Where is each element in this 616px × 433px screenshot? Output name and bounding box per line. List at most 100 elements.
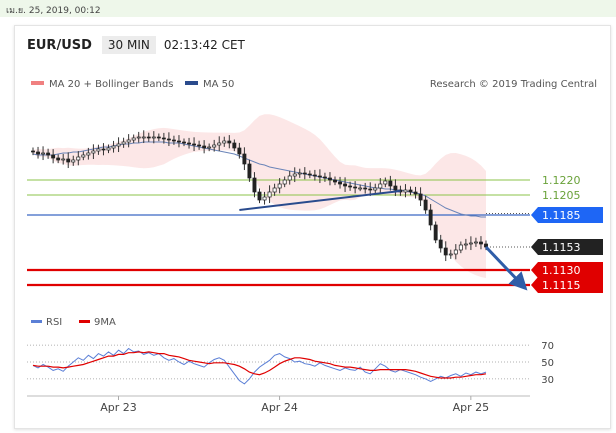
price-tags: 1.1220 1.1205 1.1185 1.1153 1.1130 1.1115 — [531, 174, 603, 293]
candle-body — [479, 241, 483, 245]
candle-body — [277, 183, 282, 189]
candle-body — [252, 177, 257, 193]
x-axis-ticks: Apr 23 Apr 24 Apr 25 — [100, 396, 489, 414]
price-tag-1.1185-bg — [531, 207, 603, 223]
candle-body — [473, 241, 478, 244]
candle-body — [41, 152, 46, 155]
candle-body — [131, 137, 136, 141]
date-text: เม.ย. 25, 2019, 00:12 — [6, 6, 101, 16]
candle-body — [247, 163, 252, 179]
price-tag-1.1153-bg — [531, 239, 603, 255]
candle-body — [388, 180, 393, 187]
candle-body — [192, 143, 197, 146]
candle-body — [413, 191, 418, 195]
ma9-legend-swatch — [79, 320, 90, 323]
candle-body — [393, 185, 398, 191]
ma50-legend-label: MA 50 — [203, 79, 234, 90]
candle-body — [86, 152, 91, 156]
candle-body — [61, 158, 66, 161]
candle-body — [182, 141, 186, 144]
candle-body — [111, 145, 116, 149]
candle-body — [458, 244, 463, 251]
rsi-line — [32, 347, 487, 385]
candle-body — [91, 150, 96, 154]
candle-body — [262, 196, 267, 201]
price-tag-1.1185: 1.1185 — [542, 209, 581, 222]
candle-body — [166, 138, 171, 141]
candle-body — [297, 172, 302, 175]
candle-body — [36, 151, 40, 155]
credit-label: Research © 2019 Trading Central — [430, 79, 597, 90]
candle-body — [76, 156, 81, 161]
candle-body — [428, 209, 433, 226]
rsi-level-label-70: 70 — [541, 341, 554, 352]
candle-body — [317, 175, 322, 178]
rsi-legend-swatch — [31, 320, 42, 323]
bollinger-band-fill — [33, 114, 486, 279]
ma9-legend-label: 9MA — [94, 317, 116, 328]
candle-body — [373, 187, 378, 191]
rsi-legend-label: RSI — [46, 317, 62, 328]
candle-body — [202, 145, 207, 149]
bollinger-band — [33, 114, 486, 279]
candle-body — [146, 136, 151, 139]
candle-body — [242, 153, 247, 165]
candle-body — [443, 247, 448, 256]
price-tag-1.1115: 1.1115 — [542, 279, 581, 292]
candle-body — [257, 191, 262, 201]
candle-body — [51, 154, 56, 159]
candle-body — [307, 173, 312, 176]
candle-body — [101, 148, 106, 151]
candle-body — [207, 146, 212, 149]
candle-body — [217, 142, 222, 146]
projection-arrow — [484, 245, 528, 291]
candle-body — [378, 183, 383, 189]
candle-body — [121, 141, 126, 145]
candle-body — [287, 175, 292, 181]
candle-body — [177, 140, 181, 143]
candle-body — [453, 249, 458, 255]
candle-body — [212, 144, 217, 148]
candle-body — [343, 183, 348, 187]
candle-body — [418, 193, 423, 201]
candle-body — [227, 140, 232, 144]
candle-body — [81, 154, 86, 158]
candle-body — [292, 173, 297, 177]
candle-body — [468, 242, 473, 245]
candle-body — [161, 137, 166, 140]
candle-body — [171, 139, 176, 142]
price-tag-1.1220: 1.1220 — [542, 174, 581, 187]
price-tag-1.1130-bg — [531, 262, 603, 278]
candle-body — [106, 147, 111, 151]
candle-body — [151, 136, 156, 139]
timeframe-badge[interactable]: 30 MIN — [101, 36, 156, 54]
candle-body — [187, 142, 191, 145]
candle-body — [222, 140, 227, 144]
candle-body — [302, 172, 307, 175]
candle-body — [272, 187, 277, 193]
candles — [31, 130, 488, 262]
ma20-legend-swatch — [31, 81, 44, 85]
candle-body — [237, 147, 242, 155]
date-bar: เม.ย. 25, 2019, 00:12 — [0, 0, 616, 17]
price-levels — [27, 179, 530, 287]
ma50-legend-swatch — [185, 81, 198, 85]
candle-body — [282, 179, 287, 185]
rsi-panel: 70 50 30 — [27, 341, 554, 386]
candle-body — [46, 152, 51, 156]
candle-body — [463, 243, 468, 246]
candle-body — [328, 177, 332, 181]
candle-body — [56, 157, 61, 161]
clock: 02:13:42 CET — [163, 38, 245, 52]
price-tag-1.1153: 1.1153 — [542, 241, 581, 254]
price-tag-1.1115-bg — [531, 277, 603, 293]
chart-header: EUR/USD 30 MIN 02:13:42 CET — [27, 36, 245, 54]
candle-body — [197, 144, 202, 147]
candle-body — [136, 136, 141, 139]
candle-body — [232, 142, 237, 149]
candle-body — [368, 188, 373, 191]
currency-pair: EUR/USD — [27, 37, 92, 53]
candle-body — [333, 179, 337, 183]
rsi-level-label-30: 30 — [541, 375, 554, 386]
